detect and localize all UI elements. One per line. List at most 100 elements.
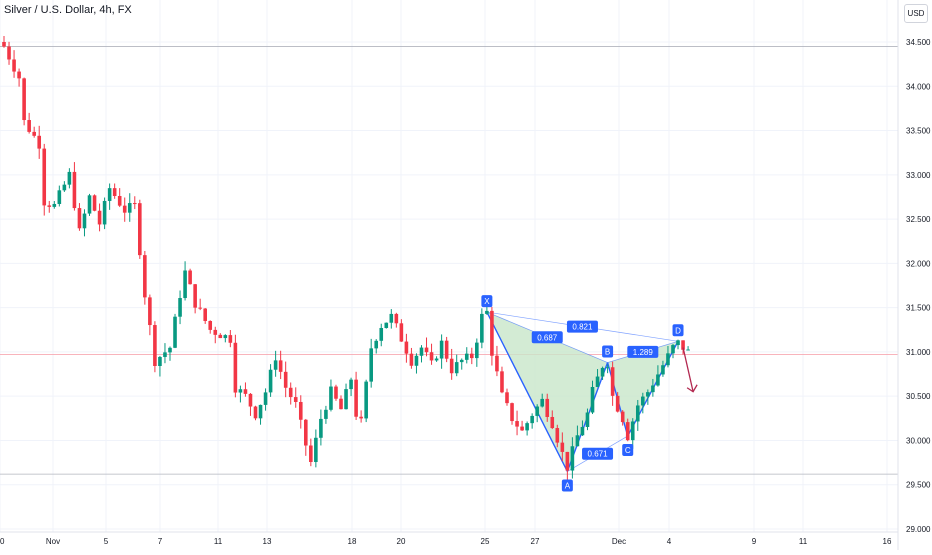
candle-body bbox=[575, 435, 580, 447]
pattern-labels: 0.687 0.671 1.289 0.821 X A B C D bbox=[481, 295, 698, 492]
y-tick-label: 32.500 bbox=[906, 215, 931, 224]
ratio-label-text: 0.671 bbox=[588, 450, 609, 459]
candle-body bbox=[344, 389, 348, 410]
candle-body bbox=[535, 406, 539, 416]
candle-body bbox=[324, 409, 328, 419]
candle-body bbox=[283, 371, 288, 388]
pattern-point-label-text: C bbox=[625, 446, 631, 455]
candle-body bbox=[585, 412, 590, 427]
candle-body bbox=[304, 419, 308, 446]
candle-body bbox=[600, 367, 605, 377]
candle-body bbox=[610, 367, 615, 396]
candle-body bbox=[17, 71, 21, 79]
x-tick-label: Nov bbox=[46, 537, 60, 546]
currency-button[interactable]: USD bbox=[904, 4, 928, 23]
candle-body bbox=[625, 422, 630, 441]
candle-body bbox=[495, 355, 499, 372]
x-tick-label: 25 bbox=[481, 537, 490, 546]
candle-body bbox=[545, 398, 550, 417]
candle-body bbox=[374, 340, 379, 349]
candle-body bbox=[288, 387, 293, 398]
candle-body bbox=[143, 255, 147, 298]
candle-body bbox=[22, 78, 26, 121]
candle-body bbox=[102, 200, 107, 225]
candle-body bbox=[334, 386, 338, 399]
candle-body bbox=[359, 416, 363, 419]
candle-body bbox=[620, 411, 625, 423]
candle-body bbox=[525, 423, 529, 431]
candle-body bbox=[278, 360, 283, 372]
candle-body bbox=[404, 341, 409, 354]
candle-body bbox=[208, 320, 213, 330]
candle-body bbox=[153, 325, 157, 367]
pattern-triangle-bcd bbox=[607, 341, 679, 437]
candle-body bbox=[203, 308, 207, 321]
y-tick-label: 32.000 bbox=[906, 259, 931, 268]
candle-body bbox=[168, 347, 172, 353]
candles bbox=[2, 36, 690, 480]
pattern-point-label: X bbox=[481, 295, 493, 308]
candle-body bbox=[293, 397, 298, 402]
candle-body bbox=[97, 210, 102, 225]
ratio-label-box bbox=[531, 331, 563, 344]
candle-body bbox=[47, 205, 52, 207]
candle-body bbox=[686, 349, 690, 351]
candle-body bbox=[656, 374, 660, 386]
ratio-label: 0.687 bbox=[531, 331, 563, 344]
candle-body bbox=[92, 195, 97, 211]
candle-body bbox=[12, 59, 16, 72]
y-tick-label: 31.000 bbox=[906, 348, 931, 357]
candle-body bbox=[500, 371, 504, 393]
candle-body bbox=[233, 342, 238, 393]
x-tick-label: 4 bbox=[667, 537, 672, 546]
candle-body bbox=[490, 310, 494, 356]
candle-body bbox=[439, 340, 444, 359]
candle-body bbox=[449, 358, 454, 374]
candle-body bbox=[434, 358, 439, 361]
x-tick-label: 5 bbox=[104, 537, 109, 546]
candle-body bbox=[424, 347, 429, 353]
x-tick-label: 7 bbox=[158, 537, 163, 546]
ratio-label-text: 0.687 bbox=[537, 333, 558, 342]
candle-body bbox=[409, 353, 414, 366]
chart-title: Silver / U.S. Dollar, 4h, FX bbox=[4, 4, 132, 16]
pattern-point-label-box bbox=[602, 345, 614, 358]
ratio-label-box bbox=[627, 345, 659, 358]
candle-body bbox=[42, 148, 47, 206]
ratio-label: 1.289 bbox=[627, 345, 659, 358]
candle-body bbox=[298, 401, 303, 420]
pattern-point-label-text: X bbox=[484, 297, 490, 306]
candle-body bbox=[540, 398, 545, 407]
candle-body bbox=[253, 406, 258, 419]
candle-body bbox=[193, 284, 197, 308]
y-tick-label: 30.000 bbox=[906, 436, 931, 445]
candle-body bbox=[163, 352, 167, 357]
x-tick-label: 0 bbox=[0, 537, 5, 546]
candle-body bbox=[319, 418, 323, 438]
y-tick-label: 31.500 bbox=[906, 304, 931, 313]
candle-body bbox=[213, 329, 218, 335]
candle-body bbox=[188, 270, 192, 285]
y-tick-label: 30.500 bbox=[906, 392, 931, 401]
candle-body bbox=[605, 367, 610, 369]
ratio-label: 0.821 bbox=[566, 320, 598, 333]
candle-body bbox=[148, 297, 152, 326]
candle-body bbox=[32, 131, 36, 136]
x-tick-label: 9 bbox=[752, 537, 757, 546]
x-tick-label: 13 bbox=[263, 537, 272, 546]
candle-body bbox=[72, 171, 77, 209]
candle-body bbox=[52, 203, 57, 207]
candle-body bbox=[127, 203, 132, 213]
candle-body bbox=[429, 352, 434, 361]
candle-body bbox=[394, 313, 399, 324]
candle-body bbox=[641, 396, 645, 406]
candle-body bbox=[67, 171, 72, 185]
harmonic-pattern bbox=[486, 311, 679, 472]
candle-body bbox=[173, 316, 177, 348]
candle-body bbox=[87, 195, 92, 214]
candle-body bbox=[570, 446, 575, 471]
x-tick-label: Dec bbox=[612, 537, 626, 546]
candle-body bbox=[77, 208, 82, 229]
candle-body bbox=[243, 389, 248, 394]
